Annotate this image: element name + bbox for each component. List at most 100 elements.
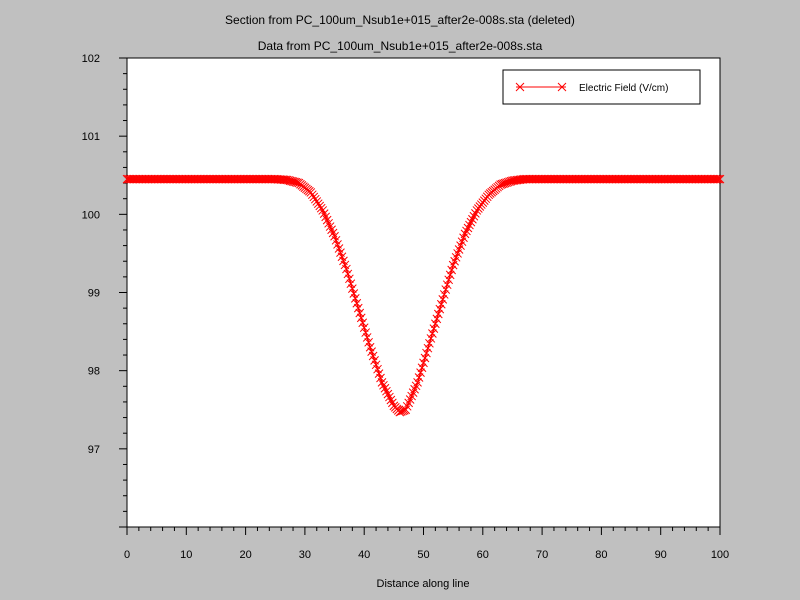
data-point-marker bbox=[429, 324, 439, 334]
data-point-marker bbox=[714, 174, 723, 184]
x-tick-label: 40 bbox=[358, 549, 370, 561]
data-point-marker bbox=[362, 333, 372, 342]
data-point-marker bbox=[465, 220, 474, 230]
data-point-marker bbox=[439, 290, 449, 299]
data-point-marker bbox=[395, 407, 405, 417]
data-point-marker bbox=[316, 203, 326, 213]
data-point-marker bbox=[414, 373, 424, 382]
legend-marker-left bbox=[515, 82, 525, 92]
data-point-marker bbox=[445, 270, 455, 280]
data-point-marker bbox=[460, 229, 470, 239]
data-point-marker bbox=[423, 343, 433, 353]
legend: Electric Field (V/cm) bbox=[502, 69, 701, 105]
y-tick-label: 101 bbox=[82, 131, 100, 143]
y-tick-label: 102 bbox=[82, 53, 100, 65]
data-point-marker bbox=[350, 294, 360, 303]
series-group bbox=[122, 174, 725, 417]
data-point-marker bbox=[444, 275, 454, 285]
x-tick-label: 0 bbox=[124, 549, 130, 561]
data-point-marker bbox=[355, 308, 365, 318]
y-tick-label: 99 bbox=[88, 288, 100, 300]
data-point-marker bbox=[420, 353, 430, 363]
data-point-marker bbox=[466, 217, 476, 227]
data-point-marker bbox=[359, 323, 369, 333]
data-point-marker bbox=[413, 378, 422, 387]
data-point-marker bbox=[711, 174, 720, 184]
y-tick-label: 100 bbox=[82, 209, 100, 221]
data-point-marker bbox=[306, 188, 316, 197]
y-tick-label: 98 bbox=[88, 366, 100, 378]
data-point-marker bbox=[309, 192, 319, 202]
data-point-marker bbox=[419, 358, 428, 368]
data-point-marker bbox=[471, 209, 480, 218]
data-point-marker bbox=[441, 285, 451, 294]
data-point-marker bbox=[399, 405, 409, 415]
x-tick-label: 20 bbox=[239, 549, 251, 561]
data-point-marker bbox=[715, 174, 725, 184]
data-point-marker bbox=[386, 395, 396, 405]
data-point-marker bbox=[438, 294, 448, 304]
data-point-marker bbox=[352, 298, 362, 308]
data-point-marker bbox=[388, 398, 397, 408]
data-point-marker bbox=[383, 389, 393, 399]
data-point-marker bbox=[468, 214, 477, 224]
x-tick-label: 50 bbox=[417, 549, 429, 561]
data-point-marker bbox=[712, 174, 722, 184]
x-axis-label: Distance along line bbox=[377, 578, 470, 590]
y-axis: 97 98 99 100 101 102 bbox=[82, 53, 127, 528]
data-point-marker bbox=[307, 190, 317, 200]
data-point-marker bbox=[358, 318, 368, 328]
data-point-marker bbox=[436, 299, 446, 309]
data-point-marker bbox=[431, 319, 440, 329]
x-tick-label: 90 bbox=[655, 549, 667, 561]
data-point-marker bbox=[396, 407, 406, 416]
legend-marker-right bbox=[557, 82, 567, 92]
data-point-marker bbox=[379, 380, 388, 390]
chart-subtitle: Data from PC_100um_Nsub1e+015_after2e-00… bbox=[257, 39, 543, 53]
x-tick-label: 100 bbox=[711, 549, 729, 561]
x-axis: 0 10 20 30 40 50 60 70 80 90 100 bbox=[124, 527, 729, 561]
x-tick-label: 80 bbox=[595, 549, 607, 561]
x-tick-label: 60 bbox=[477, 549, 489, 561]
plot-area bbox=[126, 57, 721, 528]
data-point-marker bbox=[349, 289, 359, 298]
data-point-marker bbox=[293, 178, 302, 188]
data-point-marker bbox=[462, 226, 471, 236]
data-point-marker bbox=[447, 265, 457, 275]
data-point-marker bbox=[442, 280, 452, 290]
data-point-marker bbox=[356, 313, 366, 323]
data-point-marker bbox=[342, 264, 351, 274]
data-point-marker bbox=[425, 338, 434, 348]
data-point-marker bbox=[353, 303, 363, 313]
x-tick-label: 70 bbox=[536, 549, 548, 561]
data-point-marker bbox=[463, 223, 473, 233]
data-point-marker bbox=[346, 279, 356, 289]
data-point-marker bbox=[364, 337, 374, 347]
data-point-marker bbox=[315, 201, 325, 211]
data-point-marker bbox=[417, 363, 427, 373]
data-point-marker bbox=[385, 392, 394, 402]
data-point-marker bbox=[416, 368, 425, 377]
data-point-marker bbox=[313, 199, 323, 209]
data-point-marker bbox=[426, 334, 436, 343]
x-tick-label: 30 bbox=[299, 549, 311, 561]
data-point-marker bbox=[345, 274, 354, 284]
data-point-marker bbox=[291, 177, 301, 187]
series-markers bbox=[122, 174, 725, 417]
data-point-marker bbox=[435, 304, 445, 314]
data-point-marker bbox=[310, 194, 320, 204]
data-point-marker bbox=[428, 329, 437, 338]
data-point-marker bbox=[433, 309, 443, 319]
data-point-marker bbox=[422, 348, 431, 358]
data-point-marker bbox=[312, 197, 322, 206]
data-point-marker bbox=[343, 269, 353, 279]
data-point-marker bbox=[382, 386, 391, 396]
x-tick-label: 10 bbox=[180, 549, 192, 561]
data-point-marker bbox=[377, 378, 387, 387]
y-tick-label: 97 bbox=[88, 444, 100, 456]
data-point-marker bbox=[380, 383, 390, 393]
data-point-marker bbox=[469, 211, 479, 221]
data-point-marker bbox=[432, 314, 442, 324]
data-point-marker bbox=[361, 328, 371, 337]
